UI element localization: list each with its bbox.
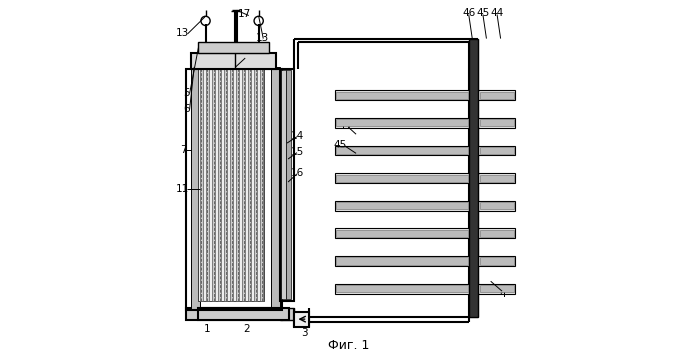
Text: 45: 45	[476, 8, 489, 18]
Bar	[336, 175, 468, 182]
Text: 17: 17	[238, 10, 251, 20]
Bar	[335, 118, 470, 128]
Bar	[335, 284, 470, 293]
Bar	[242, 69, 245, 301]
Bar	[294, 312, 309, 327]
Text: 12: 12	[235, 51, 248, 61]
Bar	[336, 285, 468, 292]
Bar	[335, 256, 470, 266]
Bar	[478, 146, 516, 156]
Bar	[478, 228, 516, 238]
Bar	[200, 69, 203, 301]
Text: 6: 6	[184, 105, 190, 115]
Bar	[480, 147, 514, 154]
Text: 44: 44	[338, 120, 351, 130]
Bar	[480, 285, 514, 292]
Bar	[335, 90, 470, 100]
Bar	[336, 257, 468, 265]
Text: 11: 11	[175, 184, 188, 194]
Bar	[335, 173, 470, 183]
Text: 14: 14	[291, 131, 304, 141]
Bar	[480, 119, 514, 126]
Text: 45: 45	[334, 140, 347, 150]
Bar	[198, 308, 289, 320]
Bar	[335, 201, 470, 211]
Bar	[224, 69, 227, 301]
Bar	[271, 67, 280, 310]
Bar	[478, 284, 516, 293]
Text: 15: 15	[291, 147, 304, 157]
Bar	[480, 230, 514, 237]
Bar	[236, 69, 239, 301]
Bar	[286, 70, 290, 299]
Text: 44: 44	[491, 8, 504, 18]
Bar	[254, 69, 258, 301]
Bar	[335, 146, 470, 156]
Bar	[206, 69, 209, 301]
Bar	[336, 147, 468, 154]
Bar	[191, 67, 200, 310]
Bar	[230, 69, 233, 301]
Bar	[280, 69, 294, 301]
Text: 46: 46	[462, 8, 475, 18]
Bar	[260, 69, 263, 301]
Bar	[281, 70, 285, 299]
Bar	[186, 308, 282, 320]
Bar	[336, 92, 468, 99]
Bar	[478, 201, 516, 211]
Bar	[478, 256, 516, 266]
Text: 2: 2	[243, 324, 250, 334]
Text: 13: 13	[255, 32, 269, 42]
Bar	[280, 308, 294, 320]
Bar	[480, 175, 514, 182]
Text: 7: 7	[180, 145, 186, 155]
Bar	[186, 69, 282, 310]
Bar	[336, 119, 468, 126]
Text: 5: 5	[184, 89, 190, 99]
Bar	[191, 53, 276, 69]
Bar	[198, 69, 264, 301]
Bar	[470, 39, 478, 317]
Text: 1: 1	[204, 324, 211, 334]
Bar	[198, 42, 269, 53]
Text: 16: 16	[291, 168, 304, 178]
Bar	[336, 202, 468, 209]
Bar	[478, 173, 516, 183]
Text: 4: 4	[500, 288, 507, 298]
Bar	[212, 69, 215, 301]
Text: Фиг. 1: Фиг. 1	[328, 339, 370, 352]
Bar	[248, 69, 251, 301]
Text: 3: 3	[302, 328, 308, 338]
Text: 13: 13	[176, 28, 189, 38]
Bar	[335, 228, 470, 238]
Bar	[480, 202, 514, 209]
Bar	[218, 69, 221, 301]
Bar	[336, 230, 468, 237]
Bar	[480, 92, 514, 99]
Bar	[478, 118, 516, 128]
Bar	[478, 90, 516, 100]
Bar	[480, 257, 514, 265]
